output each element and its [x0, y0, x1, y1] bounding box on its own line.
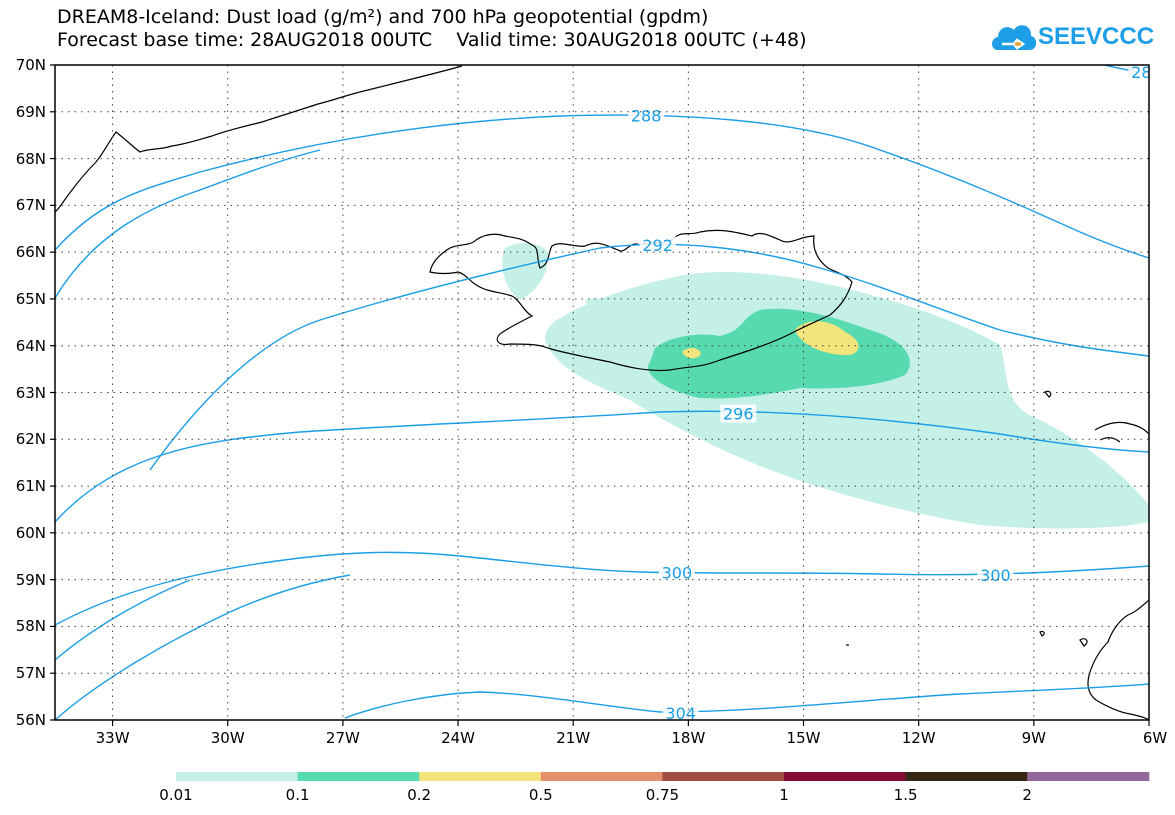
contour-292 [55, 149, 321, 299]
dust-level-0.2-south [682, 348, 701, 359]
legend-label: 0.01 [159, 786, 193, 804]
contour-label-bg [720, 404, 757, 423]
lat-label: 65N [15, 289, 46, 308]
legend-colorbar [176, 772, 1150, 781]
lat-label: 60N [15, 523, 46, 542]
contour-304 [344, 683, 1149, 719]
lat-label: 64N [15, 336, 46, 355]
contour-far-west [55, 579, 191, 661]
legend-label: 0.2 [407, 786, 432, 804]
lon-label: 30W [210, 729, 245, 747]
lat-label: 59N [15, 570, 46, 589]
contour-label-bg [1128, 65, 1149, 82]
chart-title: DREAM8-Iceland: Dust load (g/m²) and 700… [57, 6, 709, 28]
lat-label: 66N [15, 243, 46, 262]
contour-label: 300 [980, 566, 1011, 585]
legend-label: 2 [1022, 786, 1032, 804]
lat-label: 69N [15, 102, 46, 121]
legend-swatch [905, 772, 1028, 781]
lat-label: 63N [15, 383, 46, 402]
lon-label: 24W [441, 729, 475, 747]
contour-label: 296 [723, 405, 754, 424]
lon-label: 9W [1021, 729, 1047, 747]
lat-label: 57N [15, 664, 46, 683]
dust-level-0.01-west [502, 243, 549, 300]
contour-label: 288 [631, 107, 662, 126]
legend-label: 0.5 [528, 786, 553, 804]
contour-label-bg [662, 703, 699, 720]
coastlines [55, 65, 1149, 720]
legend-label: 1.5 [893, 786, 918, 804]
cloud-logo-icon [992, 25, 1037, 50]
logo-text: SEEVCCC [1038, 23, 1155, 50]
legend-swatch [297, 772, 420, 781]
greenland-coastline [55, 65, 463, 213]
legend-swatch [540, 772, 663, 781]
lon-label: 15W [786, 729, 821, 747]
hebrides [1039, 630, 1088, 647]
contour-label-bg [658, 563, 695, 582]
faroe-islands [1044, 390, 1052, 398]
seevccc-logo: SEEVCCC [988, 14, 1154, 58]
contour-296 [55, 410, 1149, 523]
legend-swatch [784, 772, 907, 781]
contour-label-bg [628, 106, 665, 125]
dust-level-0.1 [648, 308, 910, 399]
lon-label: 12W [901, 729, 936, 747]
map-gridlines [55, 65, 1149, 720]
lon-label: 6W [1142, 729, 1168, 747]
lon-label: 33W [95, 729, 130, 747]
lat-label: 58N [15, 617, 46, 636]
dust-load-shading [502, 243, 1149, 529]
legend-label: 0.75 [645, 786, 680, 804]
legend-label: 1 [779, 786, 789, 804]
contour-label: 300 [662, 564, 693, 583]
lon-label: 21W [556, 729, 591, 747]
contour-label: 28 [1131, 63, 1151, 82]
scotland-coastline [1087, 599, 1149, 720]
lat-label: 68N [15, 149, 46, 168]
legend-swatch [176, 772, 299, 781]
lat-label: 56N [15, 711, 46, 729]
lon-label: 27W [325, 729, 360, 747]
legend-label: 0.1 [285, 786, 310, 804]
legend-swatch [1027, 772, 1150, 781]
chart-subtitle: Forecast base time: 28AUG2018 00UTC Vali… [57, 29, 807, 51]
lat-label: 70N [15, 56, 46, 74]
lon-label: 18W [671, 729, 706, 747]
lat-label: 67N [15, 196, 46, 215]
contour-288 [55, 114, 1149, 259]
lat-label: 61N [15, 477, 46, 496]
axis-ticks [50, 64, 1150, 726]
legend-swatch [662, 772, 785, 781]
contour-300 [55, 551, 1149, 626]
iceland-coastline [429, 229, 853, 372]
contour-300b [55, 574, 351, 720]
dust-level-0.01-fjords [585, 298, 611, 311]
contour-label: 292 [642, 236, 673, 255]
dust-level-0.01 [545, 272, 1149, 529]
contour-label-bg [639, 236, 676, 255]
dust-level-0.2-east [795, 321, 859, 356]
lat-label: 62N [15, 430, 46, 449]
legend-swatch [419, 772, 542, 781]
